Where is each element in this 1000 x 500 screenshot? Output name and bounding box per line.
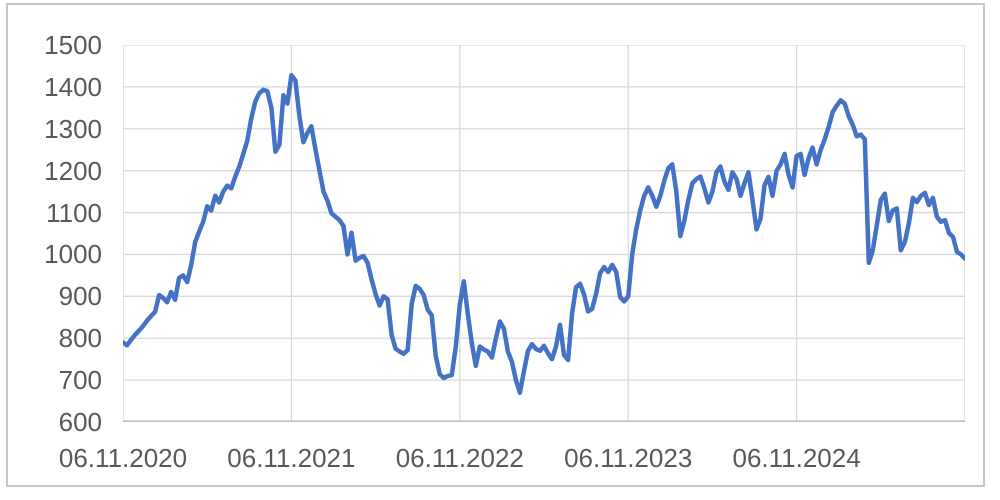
chart-svg (123, 45, 965, 422)
y-tick-label: 1400 (44, 71, 102, 102)
chart-area[interactable]: 600 700 800 900 1000 1100 1200 1300 1400 1500 06.… (6, 3, 985, 487)
y-tick-label: 900 (58, 281, 102, 312)
y-tick-label: 800 (58, 323, 102, 354)
gridlines (123, 45, 965, 422)
x-tick-label: 06.11.2020 (58, 443, 188, 473)
x-tick-label: 06.11.2024 (732, 443, 861, 473)
x-tick-label: 06.11.2021 (227, 443, 356, 473)
x-tick-label: 06.11.2023 (564, 443, 693, 473)
y-tick-label: 1100 (46, 197, 102, 228)
y-tick-label: 600 (58, 407, 102, 437)
y-tick-label: 1000 (44, 239, 102, 270)
y-tick-label: 1500 (44, 30, 102, 60)
y-tick-label: 700 (58, 365, 102, 396)
y-tick-label: 1300 (44, 113, 102, 144)
series-line-price (123, 72, 965, 395)
y-tick-label: 1200 (44, 155, 102, 186)
plot-area (123, 45, 965, 422)
x-tick-label: 06.11.2022 (395, 443, 524, 473)
